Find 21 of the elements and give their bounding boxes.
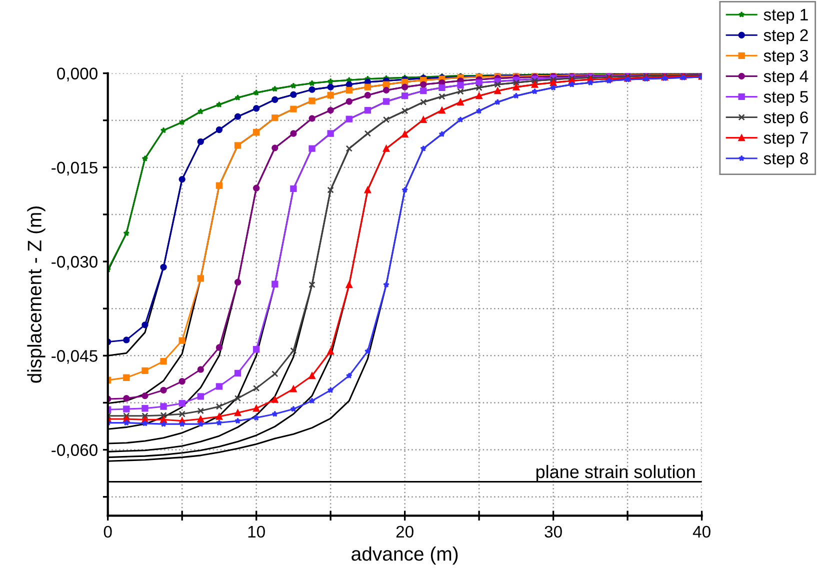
legend-label: step 6 (764, 111, 808, 127)
legend-label: step 4 (764, 70, 808, 86)
y-tick-label: -0,045 (52, 350, 98, 364)
y-tick-label: -0,030 (52, 256, 98, 270)
legend-label: step 7 (764, 132, 808, 148)
y-tick-label: -0,060 (52, 444, 98, 458)
x-tick-label: 30 (544, 526, 562, 538)
legend-label: step 2 (764, 29, 808, 44)
ref-line-label: plane strain solution (536, 464, 695, 482)
x-axis-title: advance (m) (352, 546, 458, 565)
legend-label: step 3 (764, 50, 808, 65)
x-tick-label: 20 (396, 526, 414, 538)
legend-label: step 5 (764, 91, 808, 106)
y-tick-label: -0,015 (52, 162, 98, 176)
legend-label: step 8 (764, 152, 808, 168)
x-tick-label: 0 (104, 526, 112, 538)
y-axis-title: displacement - Z (m) (27, 206, 46, 383)
x-tick-label: 40 (692, 526, 710, 538)
y-tick-label: 0,000 (57, 68, 98, 82)
legend-label: step 1 (764, 8, 808, 24)
x-tick-label: 10 (248, 526, 265, 538)
